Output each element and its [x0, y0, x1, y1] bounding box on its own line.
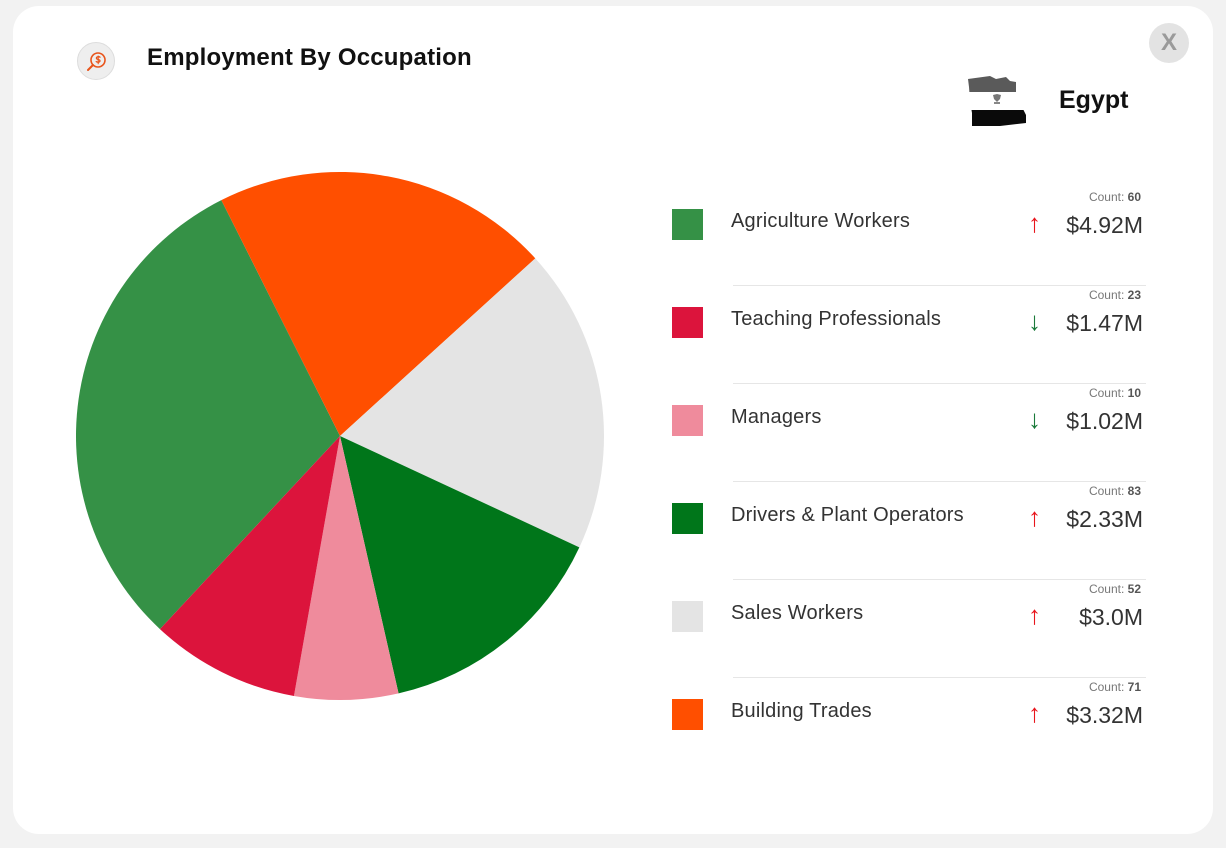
trend-down-icon: ↓ [1028, 306, 1041, 336]
value-label: $4.92M [1066, 212, 1143, 238]
pie-slice-managers[interactable] [293, 436, 399, 700]
pie-slice-sales-workers[interactable] [340, 258, 604, 548]
legend-row[interactable]: Sales Workers Count: 52 ↑ $3.0M [672, 580, 1152, 678]
pie-slice-building-trades[interactable] [221, 171, 536, 436]
divider [733, 383, 1146, 384]
value-label: $1.02M [1066, 408, 1143, 434]
country-name: Egypt [1059, 86, 1129, 114]
pie-slice-agriculture-workers[interactable] [75, 200, 340, 630]
value-label: $3.32M [1066, 702, 1143, 728]
count-value: 71 [1127, 680, 1141, 694]
trend-up-icon: ↑ [1028, 208, 1041, 238]
trend-up-icon: ↑ [1028, 600, 1041, 630]
divider [733, 677, 1146, 678]
divider [733, 285, 1146, 286]
legend-row[interactable]: Agriculture Workers Count: 60 ↑ $4.92M [672, 188, 1152, 286]
count-value: 60 [1127, 190, 1141, 204]
dollar-search-icon [77, 42, 115, 80]
value-label: $2.33M [1066, 506, 1143, 532]
count-value: 10 [1127, 386, 1141, 400]
legend-label: Teaching Professionals [731, 308, 942, 330]
trend-up-icon: ↑ [1028, 698, 1041, 728]
legend-row[interactable]: Managers Count: 10 ↓ $1.02M [672, 384, 1152, 482]
close-button[interactable]: X [1149, 23, 1189, 63]
count-value: 83 [1127, 484, 1141, 498]
egypt-flag-map-icon [966, 73, 1026, 134]
legend: Agriculture Workers Count: 60 ↑ $4.92M Teach… [672, 188, 1152, 776]
legend-swatch [672, 503, 703, 534]
legend-label: Managers [731, 406, 822, 428]
pie-slice-teaching-professionals[interactable] [159, 436, 340, 696]
legend-label: Drivers & Plant Operators [731, 504, 964, 526]
legend-swatch [672, 699, 703, 730]
count-label: Count: 23 [1088, 288, 1141, 302]
count-value: 23 [1127, 288, 1141, 302]
legend-swatch [672, 209, 703, 240]
divider [733, 579, 1146, 580]
value-label: $3.0M [1079, 604, 1143, 630]
count-label: Count: 60 [1088, 190, 1141, 204]
legend-label: Building Trades [731, 700, 872, 722]
value-label: $1.47M [1066, 310, 1143, 336]
divider [733, 481, 1146, 482]
trend-down-icon: ↓ [1028, 404, 1041, 434]
count-label: Count: 83 [1088, 484, 1141, 498]
count-label: Count: 10 [1088, 386, 1141, 400]
chart-title: Employment By Occupation [147, 44, 472, 71]
legend-row[interactable]: Teaching Professionals Count: 23 ↓ $1.47M [672, 286, 1152, 384]
legend-label: Sales Workers [731, 602, 864, 624]
legend-row[interactable]: Building Trades Count: 71 ↑ $3.32M [672, 678, 1152, 776]
count-value: 52 [1127, 582, 1141, 596]
trend-up-icon: ↑ [1028, 502, 1041, 532]
pie-chart [75, 171, 604, 700]
legend-label: Agriculture Workers [731, 210, 911, 232]
legend-row[interactable]: Drivers & Plant Operators Count: 83 ↑ $2.33… [672, 482, 1152, 580]
legend-swatch [672, 307, 703, 338]
count-label: Count: 71 [1088, 680, 1141, 694]
legend-swatch [672, 405, 703, 436]
legend-swatch [672, 601, 703, 632]
count-label: Count: 52 [1088, 582, 1141, 596]
pie-slice-drivers-plant-operators[interactable] [340, 436, 580, 694]
